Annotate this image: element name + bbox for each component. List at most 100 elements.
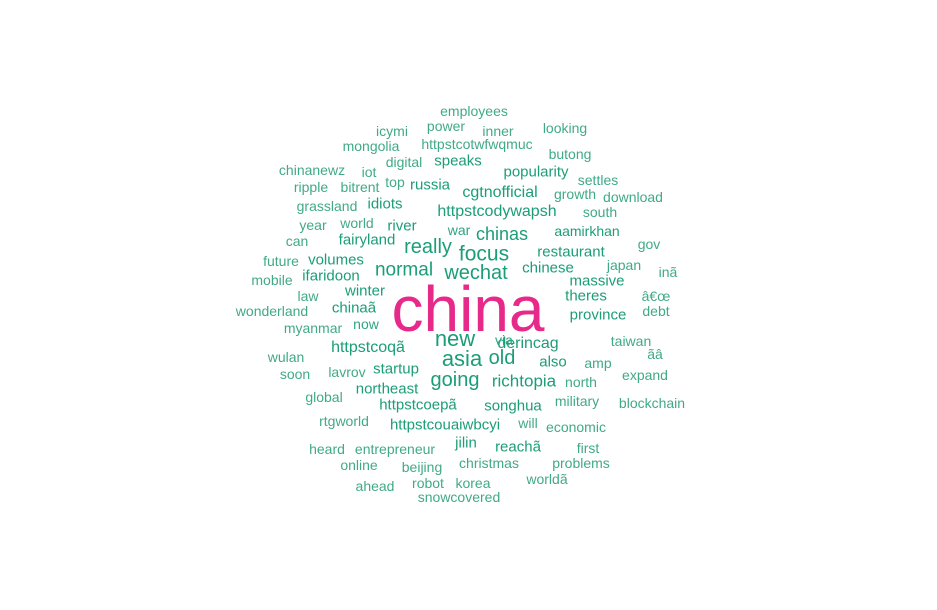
word-80: expand bbox=[622, 367, 668, 383]
word-3: going bbox=[430, 369, 480, 391]
word-29: winter bbox=[344, 282, 386, 300]
word-20: restaurant bbox=[537, 243, 605, 261]
word-56: top bbox=[385, 174, 405, 190]
word-90: first bbox=[576, 440, 600, 456]
word-69: law bbox=[297, 288, 319, 304]
word-99: snowcovered bbox=[417, 489, 501, 505]
word-42: employees bbox=[440, 103, 508, 119]
word-52: iot bbox=[361, 164, 377, 180]
word-61: year bbox=[299, 217, 327, 233]
word-74: taiwan bbox=[610, 333, 652, 349]
word-24: russia bbox=[409, 176, 451, 194]
word-7: normal bbox=[374, 259, 434, 281]
word-60: south bbox=[582, 204, 618, 220]
word-48: httpstcotwfwqmuc bbox=[421, 136, 533, 152]
word-36: also bbox=[539, 353, 567, 371]
word-16: httpstcoepã bbox=[379, 396, 457, 414]
word-38: idiots bbox=[367, 195, 403, 213]
word-72: debt bbox=[642, 303, 670, 319]
word-49: butong bbox=[548, 146, 592, 162]
word-79: lavrov bbox=[328, 364, 366, 380]
word-34: theres bbox=[565, 287, 607, 305]
word-77: amp bbox=[584, 355, 612, 371]
word-1: new bbox=[434, 326, 476, 351]
word-83: military bbox=[554, 393, 600, 409]
word-19: chinese bbox=[522, 259, 574, 277]
word-94: problems bbox=[552, 455, 610, 471]
word-31: northeast bbox=[355, 380, 419, 398]
word-89: entrepreneur bbox=[354, 441, 436, 457]
word-40: now bbox=[353, 316, 379, 332]
word-5: focus bbox=[458, 242, 510, 266]
word-2: asia bbox=[441, 346, 483, 371]
word-51: chinanewz bbox=[278, 162, 346, 178]
word-65: future bbox=[263, 253, 299, 269]
word-81: north bbox=[565, 374, 597, 390]
word-21: aamirkhan bbox=[554, 223, 620, 239]
word-73: myanmar bbox=[283, 320, 343, 336]
word-32: startup bbox=[373, 360, 419, 378]
word-66: japan bbox=[606, 257, 642, 273]
word-11: httpstcodywapsh bbox=[437, 203, 557, 220]
word-0: china bbox=[391, 273, 545, 345]
word-70: â€œ bbox=[641, 288, 671, 304]
word-28: ifaridoon bbox=[302, 267, 360, 285]
word-13: httpstcoqã bbox=[331, 339, 405, 356]
word-22: popularity bbox=[503, 163, 569, 181]
word-17: httpstcouaiwbcyi bbox=[389, 416, 501, 434]
word-9: chinas bbox=[475, 224, 529, 244]
word-95: worldã bbox=[526, 471, 568, 487]
word-43: power bbox=[426, 118, 466, 134]
word-35: province bbox=[569, 306, 627, 324]
word-93: christmas bbox=[459, 455, 519, 471]
word-10: richtopia bbox=[491, 371, 557, 391]
word-12: cgtnofficial bbox=[462, 184, 538, 201]
word-62: world bbox=[340, 215, 374, 231]
word-86: will bbox=[518, 415, 538, 431]
word-71: wonderland bbox=[235, 303, 309, 319]
word-82: global bbox=[305, 389, 343, 405]
word-76: wulan bbox=[267, 349, 305, 365]
word-75: ãâ bbox=[647, 346, 663, 362]
word-37: jilin bbox=[455, 434, 477, 452]
word-23: speaks bbox=[434, 152, 482, 170]
word-47: mongolia bbox=[342, 138, 400, 154]
word-87: economic bbox=[546, 419, 606, 435]
word-91: online bbox=[340, 457, 378, 473]
word-33: massive bbox=[569, 272, 625, 290]
word-25: river bbox=[387, 217, 417, 235]
word-46: looking bbox=[542, 120, 588, 136]
word-78: soon bbox=[279, 366, 311, 382]
word-14: derincag bbox=[497, 335, 559, 352]
word-57: growth bbox=[553, 186, 597, 202]
word-50: digital bbox=[385, 154, 423, 170]
word-26: fairyland bbox=[338, 231, 396, 249]
word-58: download bbox=[603, 189, 663, 205]
word-84: blockchain bbox=[618, 395, 686, 411]
word-53: settles bbox=[577, 172, 619, 188]
word-98: korea bbox=[455, 475, 491, 491]
word-30: chinaã bbox=[331, 299, 377, 317]
word-39: via bbox=[495, 332, 513, 348]
word-68: inã bbox=[658, 264, 678, 280]
word-88: heard bbox=[309, 441, 345, 457]
word-96: ahead bbox=[355, 478, 395, 494]
word-63: can bbox=[285, 233, 309, 249]
word-15: songhua bbox=[484, 397, 542, 415]
word-41: war bbox=[447, 222, 471, 238]
word-27: volumes bbox=[308, 251, 364, 269]
word-97: robot bbox=[412, 475, 444, 491]
word-6: really bbox=[404, 236, 452, 258]
word-55: bitrent bbox=[340, 179, 380, 195]
word-18: reachã bbox=[495, 438, 541, 456]
word-85: rtgworld bbox=[319, 413, 369, 429]
word-8: wechat bbox=[444, 262, 508, 284]
word-45: inner bbox=[482, 123, 514, 139]
word-92: beijing bbox=[401, 459, 443, 475]
word-54: ripple bbox=[293, 179, 329, 195]
word-44: icymi bbox=[376, 123, 408, 139]
word-59: grassland bbox=[296, 198, 358, 214]
word-67: mobile bbox=[251, 272, 293, 288]
word-64: gov bbox=[637, 236, 661, 252]
